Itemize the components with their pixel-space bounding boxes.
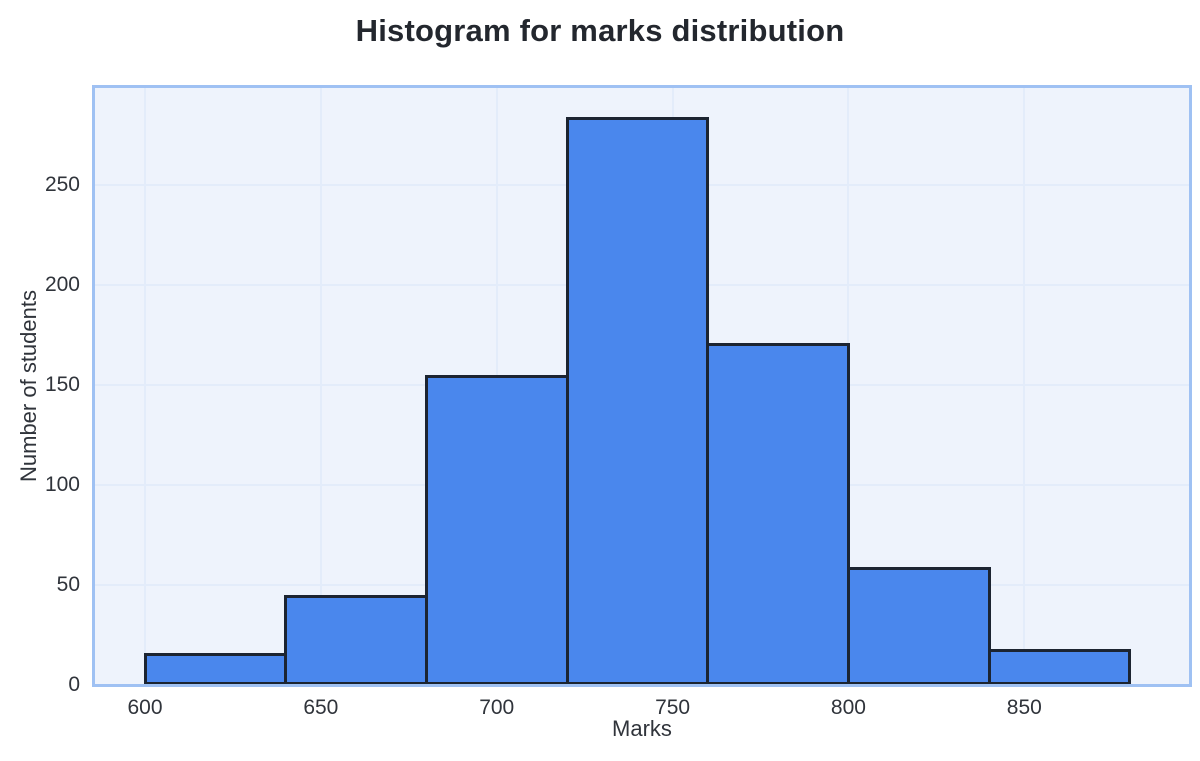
histogram-bar[interactable]	[424, 375, 569, 685]
y-tick-label: 250	[44, 173, 80, 196]
plot-area[interactable]: 0 50 100 150 200 250 600 650 700 750 800 850	[45, 85, 1192, 719]
x-axis-title: Marks	[612, 716, 672, 741]
x-tick-label: 700	[479, 696, 515, 719]
x-tick-label: 600	[127, 696, 163, 719]
x-tick-label: 750	[655, 696, 691, 719]
histogram-bar[interactable]	[706, 343, 850, 685]
x-tick-label: 800	[830, 696, 866, 719]
x-gridline	[144, 87, 146, 685]
x-gridline	[319, 87, 322, 685]
y-tick-label: 150	[44, 373, 80, 396]
y-tick-label: 200	[44, 273, 80, 296]
y-tick-label: 100	[44, 473, 80, 496]
chart-title: Histogram for marks distribution	[355, 13, 845, 48]
histogram-bar[interactable]	[143, 653, 288, 685]
x-tick-label: 850	[1006, 696, 1042, 719]
histogram-bar[interactable]	[565, 117, 710, 685]
histogram-bar[interactable]	[987, 649, 1132, 685]
y-tick-label: 50	[56, 573, 80, 596]
x-gridline	[1023, 87, 1026, 685]
histogram-bar[interactable]	[846, 567, 991, 685]
y-tick-label: 0	[68, 673, 80, 696]
histogram-bar[interactable]	[284, 595, 428, 685]
x-tick-label: 650	[303, 696, 339, 719]
